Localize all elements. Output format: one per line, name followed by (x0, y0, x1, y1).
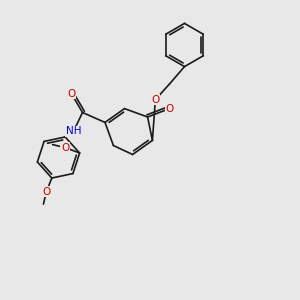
Text: O: O (151, 94, 160, 105)
Text: O: O (165, 103, 174, 114)
Text: O: O (165, 103, 174, 114)
Text: O: O (42, 187, 51, 196)
Text: O: O (42, 187, 51, 196)
Text: NH: NH (66, 126, 81, 136)
Text: O: O (61, 142, 69, 153)
Text: NH: NH (66, 126, 81, 136)
Text: O: O (67, 88, 76, 99)
Text: O: O (67, 88, 76, 99)
Text: O: O (61, 142, 69, 153)
Text: O: O (151, 94, 160, 105)
